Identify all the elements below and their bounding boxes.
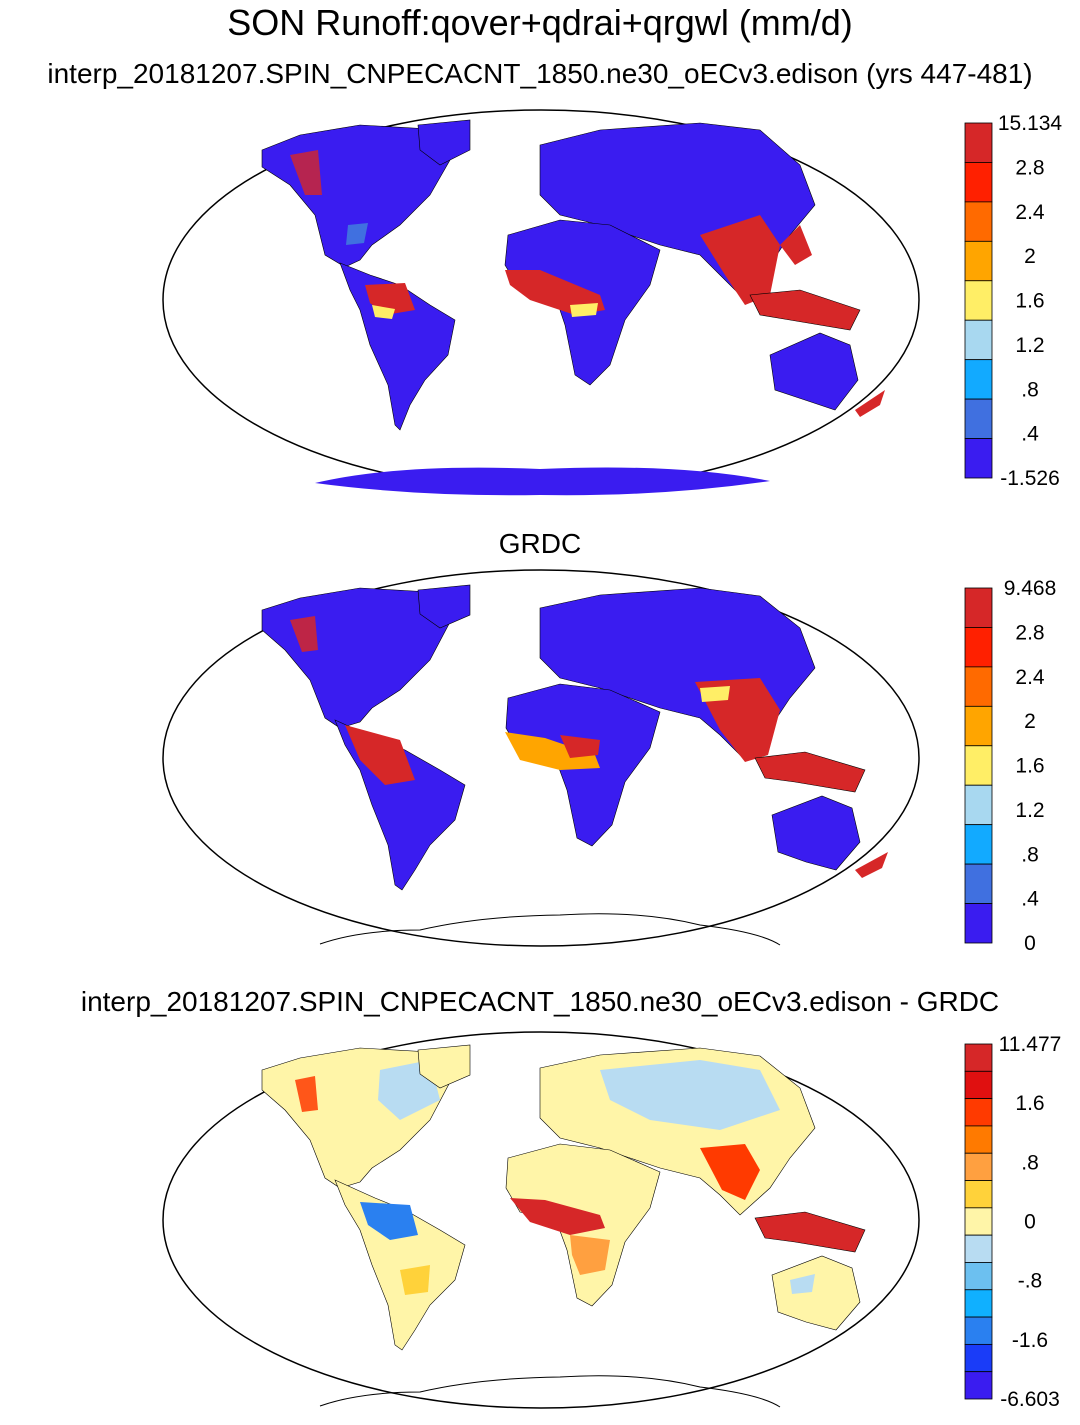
- map-1-south-america: [339, 262, 456, 431]
- colorbar-swatch: [964, 1180, 993, 1209]
- colorbar-label: 2: [1024, 245, 1036, 268]
- colorbar-label: 2.4: [1015, 666, 1045, 689]
- colorbar-label: -.8: [1018, 1270, 1043, 1293]
- colorbar-swatch: [964, 398, 993, 439]
- map-2: [162, 569, 920, 947]
- colorbar-label: .8: [1021, 378, 1039, 401]
- colorbar-swatch: [964, 824, 993, 865]
- colorbar-label: 1.6: [1015, 1092, 1044, 1115]
- colorbar-swatch: [964, 1289, 993, 1318]
- colorbar-swatch: [964, 666, 993, 707]
- colorbar-swatch: [964, 1234, 993, 1263]
- panel-3-title: interp_20181207.SPIN_CNPECACNT_1850.ne30…: [80, 986, 1000, 1017]
- colorbar-swatch: [964, 705, 993, 747]
- map-3-antarctica: [319, 1375, 781, 1408]
- colorbar-swatch: [964, 1316, 993, 1345]
- colorbar-label: -1.526: [1000, 467, 1060, 490]
- panel-1-title: interp_20181207.SPIN_CNPECACNT_1850.ne30…: [47, 58, 1033, 89]
- colorbar-1: 15.134 2.8 2.4 2 1.6 1.2 .8 .4 -1.526: [964, 112, 1063, 490]
- colorbar-swatch: [964, 319, 993, 361]
- map-1-antarctica: [315, 467, 770, 496]
- colorbar-3: 11.477 1.6 .8 0 -.8 -1.6 -6.603: [964, 1033, 1062, 1411]
- map-2-antarctica: [319, 913, 781, 946]
- colorbar-swatch: [964, 863, 993, 904]
- colorbar-label: 1.2: [1015, 799, 1044, 822]
- colorbar-label: .4: [1021, 888, 1039, 911]
- colorbar-swatch: [964, 359, 993, 400]
- panel-2: 9.468 2.8 2.4 2 1.6 1.2 .8 .4 0: [162, 569, 1057, 955]
- map-3-australia: [771, 1255, 861, 1331]
- panel-1: 15.134 2.8 2.4 2 1.6 1.2 .8 .4 -1.526: [162, 109, 1063, 496]
- colorbar-swatch: [964, 903, 993, 944]
- colorbar-label: 9.468: [1004, 577, 1057, 600]
- colorbar-swatch: [964, 162, 993, 203]
- colorbar-swatch: [964, 122, 993, 163]
- colorbar-label: 2.4: [1015, 201, 1045, 224]
- colorbar-swatch: [964, 1043, 993, 1072]
- colorbar-swatch: [964, 1262, 993, 1291]
- colorbar-swatch: [964, 1152, 993, 1181]
- colorbar-label: 1.6: [1015, 755, 1044, 778]
- colorbar-swatch: [964, 627, 993, 668]
- colorbar-label: 11.477: [999, 1033, 1062, 1056]
- panel-3: 11.477 1.6 .8 0 -.8 -1.6 -6.603: [162, 1031, 1062, 1411]
- map-2-australia: [771, 795, 861, 871]
- colorbar-label: 2.8: [1015, 156, 1044, 179]
- colorbar-label: 2: [1024, 710, 1036, 733]
- colorbar-label: .8: [1021, 843, 1039, 866]
- colorbar-swatch: [964, 438, 993, 479]
- colorbar-label: -6.603: [1000, 1388, 1060, 1411]
- colorbar-label: .8: [1021, 1151, 1039, 1174]
- colorbar-swatch: [964, 1098, 993, 1127]
- colorbar-swatch: [964, 1207, 993, 1236]
- colorbar-label: 0: [1024, 932, 1036, 955]
- colorbar-swatch: [964, 745, 993, 786]
- panel-2-title: GRDC: [498, 528, 582, 559]
- map-1: [162, 109, 920, 496]
- map-3: [162, 1031, 920, 1409]
- figure-title: SON Runoff:qover+qdrai+qrgwl (mm/d): [227, 2, 853, 43]
- colorbar-swatch: [964, 784, 993, 826]
- colorbar-swatch: [964, 587, 993, 628]
- map-1-australia: [769, 332, 859, 411]
- colorbar-label: -1.6: [1012, 1329, 1048, 1352]
- colorbar-swatch: [964, 280, 993, 321]
- colorbar-swatch: [964, 1070, 993, 1100]
- colorbar-2: 9.468 2.8 2.4 2 1.6 1.2 .8 .4 0: [964, 577, 1057, 955]
- colorbar-swatch: [964, 1371, 993, 1400]
- colorbar-label: 1.2: [1015, 334, 1044, 357]
- colorbar-swatch: [964, 201, 993, 242]
- colorbar-label: .4: [1021, 423, 1039, 446]
- colorbar-swatch: [964, 1125, 993, 1154]
- colorbar-label: 0: [1024, 1211, 1036, 1234]
- colorbar-label: 15.134: [998, 112, 1063, 135]
- colorbar-label: 1.6: [1015, 290, 1044, 313]
- colorbar-swatch: [964, 240, 993, 282]
- colorbar-swatch: [964, 1343, 993, 1373]
- colorbar-label: 2.8: [1015, 621, 1044, 644]
